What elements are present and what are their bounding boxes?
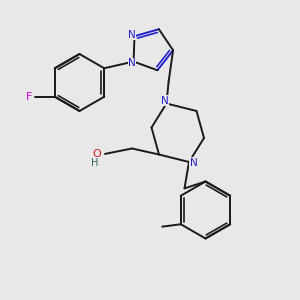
Text: N: N: [128, 58, 136, 68]
Text: O: O: [92, 149, 101, 159]
Text: N: N: [190, 158, 197, 168]
Text: F: F: [26, 92, 32, 102]
Text: H: H: [92, 158, 99, 169]
Text: N: N: [161, 95, 169, 106]
Text: N: N: [128, 30, 136, 40]
